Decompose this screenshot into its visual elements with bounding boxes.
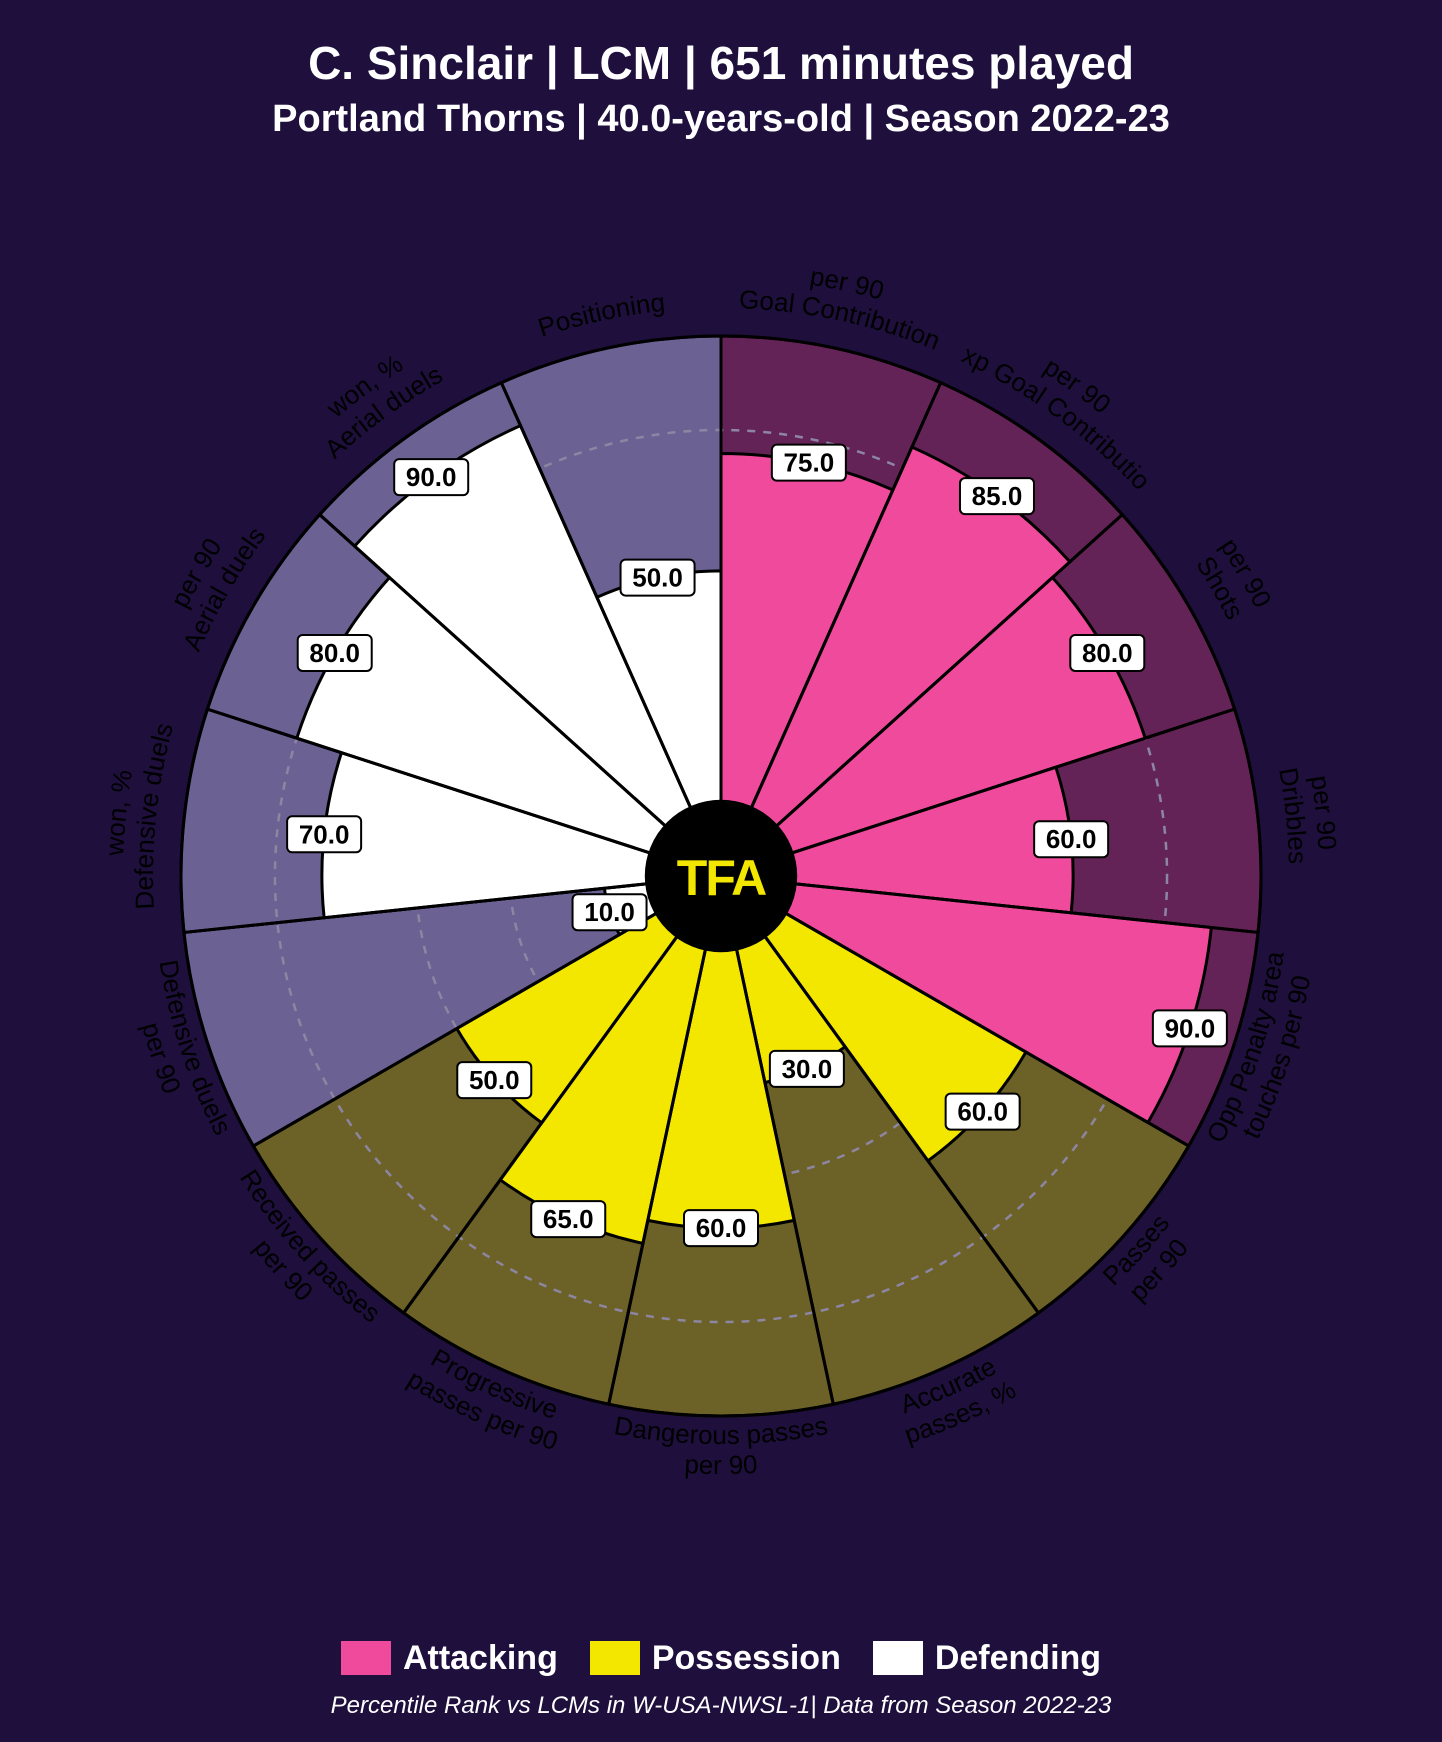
svg-text:60.0: 60.0 (957, 1097, 1008, 1127)
value-label: 75.0 (772, 445, 846, 481)
center-logo: TFA (677, 850, 766, 906)
svg-text:50.0: 50.0 (469, 1065, 520, 1095)
value-label: 80.0 (298, 635, 372, 671)
value-label: 90.0 (394, 459, 468, 495)
svg-text:85.0: 85.0 (972, 481, 1023, 511)
footnote: Percentile Rank vs LCMs in W-USA-NWSL-1|… (0, 1692, 1442, 1720)
legend-item: Defending (873, 1639, 1101, 1678)
value-label: 60.0 (946, 1094, 1020, 1130)
category-label: Positioning (534, 287, 666, 343)
svg-text:60.0: 60.0 (696, 1213, 747, 1243)
value-label: 50.0 (457, 1062, 531, 1098)
value-label: 10.0 (573, 894, 647, 930)
chart-subtitle: Portland Thorns | 40.0-years-old | Seaso… (0, 98, 1442, 141)
legend-label: Defending (935, 1639, 1101, 1678)
svg-text:90.0: 90.0 (406, 462, 457, 492)
value-label: 85.0 (960, 478, 1034, 514)
legend-swatch (590, 1641, 640, 1675)
svg-text:65.0: 65.0 (543, 1204, 594, 1234)
svg-text:60.0: 60.0 (1046, 824, 1097, 854)
legend: Attacking Possession Defending (0, 1639, 1442, 1685)
legend-item: Possession (590, 1639, 841, 1678)
svg-text:50.0: 50.0 (632, 563, 683, 593)
value-label: 60.0 (1034, 821, 1108, 857)
value-label: 60.0 (684, 1210, 758, 1246)
chart-title: C. Sinclair | LCM | 651 minutes played (0, 36, 1442, 90)
value-label: 30.0 (770, 1051, 844, 1087)
category-label: Defensive duels (129, 720, 179, 910)
svg-text:80.0: 80.0 (1082, 638, 1133, 668)
legend-swatch (341, 1641, 391, 1675)
value-label: 70.0 (287, 816, 361, 852)
value-label: 50.0 (621, 560, 695, 596)
legend-label: Possession (652, 1639, 841, 1678)
svg-text:30.0: 30.0 (782, 1054, 833, 1084)
svg-text:10.0: 10.0 (584, 897, 635, 927)
svg-text:80.0: 80.0 (309, 638, 360, 668)
legend-label: Attacking (403, 1639, 558, 1678)
svg-text:75.0: 75.0 (784, 448, 835, 478)
svg-text:90.0: 90.0 (1165, 1013, 1216, 1043)
category-label: per 90 (684, 1449, 758, 1480)
value-label: 80.0 (1070, 635, 1144, 671)
value-label: 65.0 (531, 1201, 605, 1237)
legend-swatch (873, 1641, 923, 1675)
svg-text:70.0: 70.0 (299, 819, 350, 849)
percentile-radar-chart: C. Sinclair | LCM | 651 minutes played P… (0, 0, 1442, 1742)
radar-svg: 75.0 85.0 80.0 60.0 90.0 60.0 30.0 60.0 65.0 50.0… (0, 141, 1442, 1571)
legend-item: Attacking (341, 1639, 558, 1678)
title-block: C. Sinclair | LCM | 651 minutes played P… (0, 0, 1442, 141)
value-label: 90.0 (1153, 1010, 1227, 1046)
